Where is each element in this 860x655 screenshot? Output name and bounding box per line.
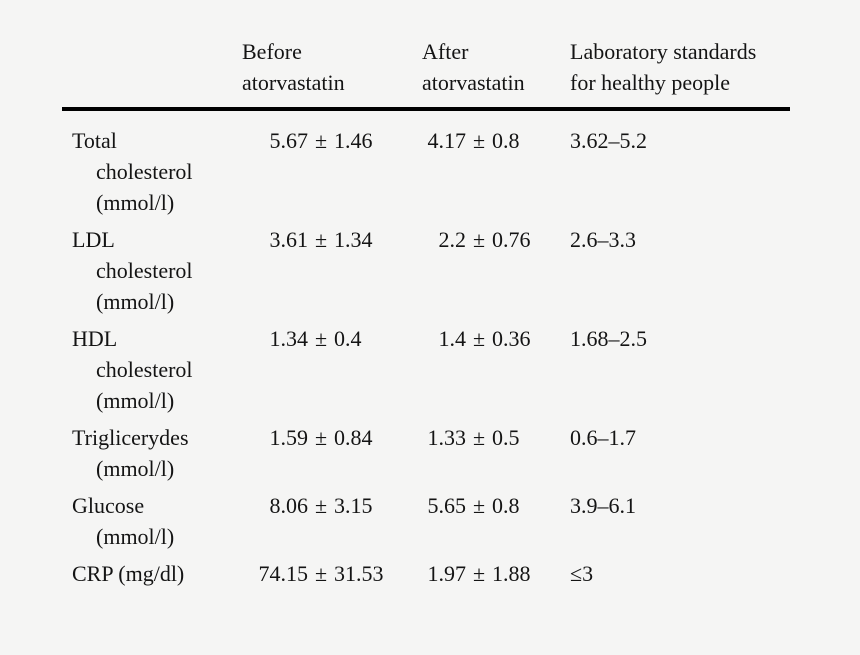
plus-minus-sign: ± [472,128,486,153]
before-value: 74.15 ±31.53 [242,555,422,592]
sd-value: 31.53 [334,561,384,586]
standard-range: 1.68–2.5 [570,326,647,351]
sd-value: 0.8 [492,128,520,153]
standard-range: 3.62–5.2 [570,128,647,153]
table-header: Before atorvastatin After atorvastatin L… [62,36,790,111]
table-body: Total cholesterol (mmol/l) 5.67 ±1.46 4.1… [62,109,790,592]
table-row: LDL cholesterol (mmol/l) 3.61 ±1.34 2.2 ±0… [62,221,790,320]
mean-value: 3.61 [269,227,309,252]
standard-range: 3.9–6.1 [570,493,636,518]
plus-minus-sign: ± [472,425,486,450]
before-value: 5.67 ±1.46 [242,109,422,221]
standard-range: 2.6–3.3 [570,227,636,252]
table-row: HDL cholesterol (mmol/l) 1.34 ±0.4 1.4 ±0.… [62,320,790,419]
after-value: 1.97 ±1.88 [422,555,570,592]
plus-minus-sign: ± [472,326,486,351]
after-value: 1.33 ±0.5 [422,419,570,487]
sd-value: 1.46 [334,128,373,153]
plus-minus-sign: ± [314,128,328,153]
after-value: 2.2 ±0.76 [422,221,570,320]
standard-range: 0.6–1.7 [570,425,636,450]
row-label: HDL cholesterol (mmol/l) [72,326,193,413]
standard-range: ≤3 [570,561,594,586]
after-value: 1.4 ±0.36 [422,320,570,419]
sd-value: 0.84 [334,425,373,450]
mean-value: 1.4 [438,326,467,351]
plus-minus-sign: ± [314,326,328,351]
header-row: Before atorvastatin After atorvastatin L… [62,36,790,111]
after-value: 5.65 ±0.8 [422,487,570,555]
sd-value: 1.88 [492,561,531,586]
results-table: Before atorvastatin After atorvastatin L… [62,36,790,592]
mean-value: 1.97 [427,561,467,586]
plus-minus-sign: ± [314,493,328,518]
before-value: 1.34 ±0.4 [242,320,422,419]
after-value: 4.17 ±0.8 [422,109,570,221]
plus-minus-sign: ± [314,561,328,586]
mean-value: 8.06 [269,493,309,518]
plus-minus-sign: ± [314,425,328,450]
plus-minus-sign: ± [472,227,486,252]
plus-minus-sign: ± [314,227,328,252]
col-header-metric [62,36,242,111]
table-row: Total cholesterol (mmol/l) 5.67 ±1.46 4.1… [62,109,790,221]
sd-value: 0.5 [492,425,520,450]
sd-value: 1.34 [334,227,373,252]
sd-value: 3.15 [334,493,373,518]
mean-value: 4.17 [427,128,467,153]
mean-value: 1.34 [269,326,309,351]
mean-value: 5.65 [427,493,467,518]
table-row: Glucose (mmol/l) 8.06 ±3.15 5.65 ±0.8 3.9–… [62,487,790,555]
col-header-after: After atorvastatin [422,36,570,111]
mean-value: 5.67 [269,128,309,153]
before-value: 8.06 ±3.15 [242,487,422,555]
col-header-before: Before atorvastatin [242,36,422,111]
row-label: Glucose (mmol/l) [72,493,175,549]
row-label: Total cholesterol (mmol/l) [72,128,193,215]
plus-minus-sign: ± [472,561,486,586]
mean-value: 74.15 [258,561,309,586]
table-row: CRP (mg/dl) 74.15 ±31.53 1.97 ±1.88 ≤3 [62,555,790,592]
sd-value: 0.4 [334,326,362,351]
mean-value: 2.2 [438,227,467,252]
sd-value: 0.76 [492,227,531,252]
col-header-standards: Laboratory standards for healthy people [570,36,790,111]
before-value: 3.61 ±1.34 [242,221,422,320]
mean-value: 1.59 [269,425,309,450]
row-label: Triglicerydes (mmol/l) [72,425,189,481]
plus-minus-sign: ± [472,493,486,518]
sd-value: 0.8 [492,493,520,518]
mean-value: 1.33 [427,425,467,450]
row-label: CRP (mg/dl) [72,561,185,586]
before-value: 1.59 ±0.84 [242,419,422,487]
table-row: Triglicerydes (mmol/l) 1.59 ±0.84 1.33 ±0.… [62,419,790,487]
sd-value: 0.36 [492,326,531,351]
row-label: LDL cholesterol (mmol/l) [72,227,193,314]
